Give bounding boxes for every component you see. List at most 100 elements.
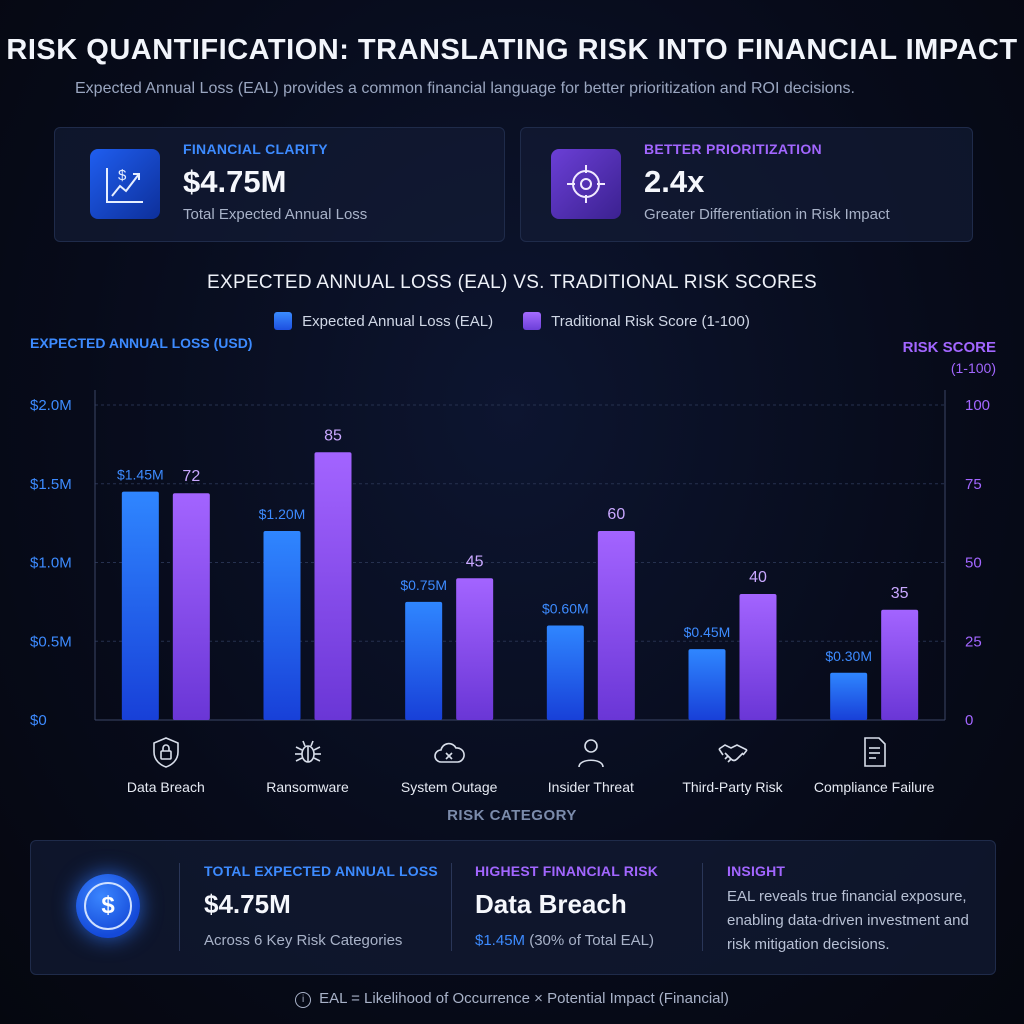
eal-bar bbox=[830, 672, 868, 720]
y-axis-right-title: RISK SCORE bbox=[902, 339, 996, 356]
y-right-tick-label: 75 bbox=[965, 476, 982, 493]
chart-dollar-icon: $ bbox=[90, 149, 160, 219]
y-right-tick-label: 50 bbox=[965, 555, 982, 572]
summary-highest-kicker: HIGHEST FINANCIAL RISK bbox=[475, 863, 659, 879]
x-axis-label: RISK CATEGORY bbox=[447, 807, 577, 824]
category-name: Compliance Failure bbox=[813, 779, 935, 795]
dollar-coin-icon: $ bbox=[76, 874, 140, 938]
eal-data-label: $0.60M bbox=[542, 601, 589, 617]
person-icon bbox=[578, 739, 604, 768]
y-left-tick-label: $1.0M bbox=[30, 555, 72, 572]
y-axis-right-label: RISK SCORE (1-100) bbox=[903, 337, 996, 379]
risk-score-bar bbox=[881, 609, 919, 720]
summary-highest-amount: $1.45M bbox=[475, 932, 526, 949]
y-left-tick-label: $2.0M bbox=[30, 397, 72, 414]
y-left-tick-label: $1.5M bbox=[30, 476, 72, 493]
risk-score-bar bbox=[456, 578, 494, 720]
summary-total-sub: Across 6 Key Risk Categories bbox=[204, 932, 403, 949]
eal-data-label: $0.45M bbox=[684, 624, 731, 640]
risk-score-data-label: 85 bbox=[324, 427, 342, 444]
divider bbox=[702, 863, 703, 951]
category-name: Ransomware bbox=[266, 779, 349, 795]
risk-score-data-label: 35 bbox=[891, 585, 909, 602]
eal-bar bbox=[405, 601, 443, 720]
risk-score-bar bbox=[314, 452, 352, 720]
category-name: Data Breach bbox=[126, 779, 205, 795]
y-right-tick-label: 25 bbox=[965, 633, 982, 650]
category-name: Insider Threat bbox=[547, 779, 634, 795]
better-prioritization-card: BETTER PRIORITIZATION 2.4x Greater Diffe… bbox=[520, 127, 973, 242]
eal-bar bbox=[121, 491, 159, 720]
risk-score-data-label: 72 bbox=[182, 468, 200, 485]
eal-data-label: $0.30M bbox=[825, 648, 872, 664]
summary-insight-text: EAL reveals true financial exposure, ena… bbox=[727, 888, 969, 953]
formula-footer: i EAL = Likelihood of Occurrence × Potent… bbox=[0, 990, 1024, 1008]
card-description: Greater Differentiation in Risk Impact bbox=[644, 206, 890, 223]
divider bbox=[451, 863, 452, 951]
card-value: 2.4x bbox=[644, 164, 705, 199]
summary-highest: HIGHEST FINANCIAL RISK Data Breach $1.45… bbox=[475, 863, 658, 949]
legend-swatch-eal bbox=[274, 312, 293, 330]
eal-data-label: $1.20M bbox=[259, 506, 306, 522]
legend-item-risk-score: Traditional Risk Score (1-100) bbox=[523, 312, 750, 330]
chart-title: EXPECTED ANNUAL LOSS (EAL) VS. TRADITION… bbox=[207, 272, 817, 293]
formula-text: EAL = Likelihood of Occurrence × Potenti… bbox=[319, 990, 729, 1007]
summary-total-kicker: TOTAL EXPECTED ANNUAL LOSS bbox=[204, 863, 438, 879]
y-left-tick-label: $0 bbox=[30, 712, 47, 729]
summary-highest-sub: $1.45M (30% of Total EAL) bbox=[475, 932, 658, 949]
category-label: Ransomware bbox=[238, 735, 378, 795]
cloud-x-icon bbox=[434, 742, 466, 763]
y-left-tick-label: $0.5M bbox=[30, 633, 72, 650]
eal-data-label: $1.45M bbox=[117, 467, 164, 483]
y-axis-left-label: EXPECTED ANNUAL LOSS (USD) bbox=[30, 335, 253, 351]
document-icon bbox=[864, 737, 886, 767]
risk-score-data-label: 45 bbox=[466, 553, 484, 570]
legend-label-risk-score: Traditional Risk Score (1-100) bbox=[551, 312, 750, 330]
card-description: Total Expected Annual Loss bbox=[183, 206, 368, 223]
category-label: Insider Threat bbox=[521, 735, 661, 795]
lock-shield-icon bbox=[153, 737, 179, 768]
risk-score-data-label: 60 bbox=[607, 506, 625, 523]
bug-icon bbox=[294, 740, 321, 763]
risk-score-bar bbox=[739, 594, 777, 720]
financial-clarity-card: $ FINANCIAL CLARITY $4.75M Total Expecte… bbox=[54, 127, 505, 242]
divider bbox=[179, 863, 180, 951]
svg-text:$: $ bbox=[118, 167, 127, 184]
summary-total: TOTAL EXPECTED ANNUAL LOSS $4.75M Across… bbox=[204, 863, 438, 949]
category-name: Third-Party Risk bbox=[682, 779, 783, 795]
summary-highest-value: Data Breach bbox=[475, 889, 627, 919]
page-title: RISK QUANTIFICATION: TRANSLATING RISK IN… bbox=[6, 34, 1018, 66]
eal-vs-risk-score-chart: $0 0 $0.5M 25 $1.0M 50 $1.5M 75 $2.0M 100 $1.45M 72… bbox=[30, 390, 990, 729]
category-label: System Outage bbox=[379, 735, 519, 795]
chart-legend: Expected Annual Loss (EAL) Traditional R… bbox=[0, 312, 1024, 330]
card-value: $4.75M bbox=[183, 164, 287, 199]
page-subtitle: Expected Annual Loss (EAL) provides a co… bbox=[75, 80, 855, 97]
risk-score-data-label: 40 bbox=[749, 569, 767, 586]
risk-score-bar bbox=[172, 493, 210, 720]
category-label: Compliance Failure bbox=[804, 735, 944, 795]
handshake-icon bbox=[717, 744, 748, 763]
target-icon bbox=[551, 149, 621, 219]
legend-label-eal: Expected Annual Loss (EAL) bbox=[302, 312, 494, 330]
y-right-tick-label: 0 bbox=[965, 712, 973, 729]
category-label: Third-Party Risk bbox=[663, 735, 803, 795]
summary-highest-note: (30% of Total EAL) bbox=[529, 932, 655, 949]
eal-bar bbox=[546, 625, 584, 720]
card-kicker: FINANCIAL CLARITY bbox=[183, 141, 328, 157]
summary-panel: $ TOTAL EXPECTED ANNUAL LOSS $4.75M Acro… bbox=[30, 840, 996, 975]
y-axis-right-subtitle: (1-100) bbox=[950, 360, 996, 376]
eal-data-label: $0.75M bbox=[400, 577, 447, 593]
category-label: Data Breach bbox=[96, 735, 236, 795]
summary-total-value: $4.75M bbox=[204, 889, 291, 919]
legend-swatch-risk-score bbox=[523, 312, 542, 330]
y-right-tick-label: 100 bbox=[965, 397, 990, 414]
eal-bar bbox=[263, 531, 301, 720]
eal-bar bbox=[688, 649, 726, 720]
info-icon: i bbox=[295, 992, 312, 1008]
category-name: System Outage bbox=[400, 779, 498, 795]
risk-score-bar bbox=[597, 531, 635, 720]
legend-item-eal: Expected Annual Loss (EAL) bbox=[274, 312, 493, 330]
card-kicker: BETTER PRIORITIZATION bbox=[644, 141, 822, 157]
dollar-symbol: $ bbox=[84, 882, 132, 930]
summary-insight-kicker: INSIGHT bbox=[727, 863, 786, 879]
